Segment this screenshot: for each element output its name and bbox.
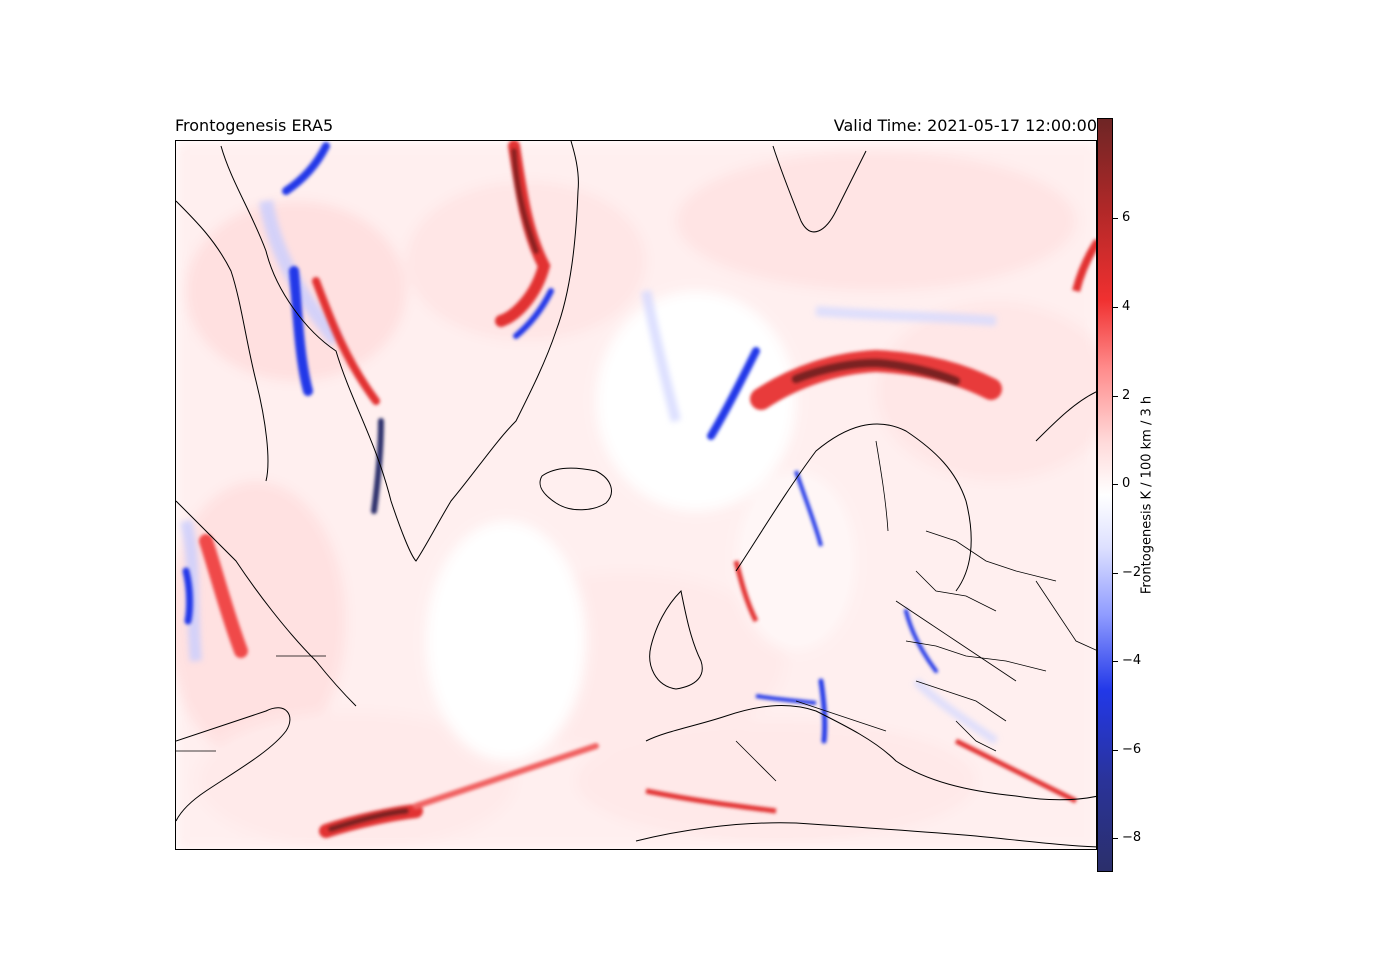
map-svg <box>176 141 1096 849</box>
norwegian-sea-band <box>707 347 760 440</box>
arctic-canada-coast <box>176 200 269 482</box>
colorbar <box>1097 118 1113 872</box>
positive-fronts <box>199 141 1096 838</box>
weak-positive-field <box>176 141 1096 849</box>
north-america-coast <box>176 707 291 822</box>
country-borders <box>176 440 1096 782</box>
coastlines <box>176 141 1096 848</box>
colorbar-label: Frontogenesis K / 100 km / 3 h <box>1139 395 1155 595</box>
svalbard-coast <box>772 145 867 233</box>
greenland-coast <box>220 141 579 562</box>
negative-bands <box>182 142 938 744</box>
frontogenesis-map <box>175 140 1097 850</box>
greenland-west-band <box>289 266 313 396</box>
valid-time: Valid Time: 2021-05-17 12:00:00 <box>833 116 1097 135</box>
scandinavia-coast <box>735 423 972 592</box>
north-africa-coast <box>635 822 1096 848</box>
map-title: Frontogenesis ERA5 <box>175 116 334 135</box>
uk-coast <box>649 589 703 690</box>
iceland-coast <box>539 467 612 511</box>
colorbar-gradient <box>1098 119 1112 871</box>
labrador-coast <box>176 500 357 707</box>
russia-coast <box>1035 391 1096 442</box>
europe-coast <box>645 705 1096 801</box>
